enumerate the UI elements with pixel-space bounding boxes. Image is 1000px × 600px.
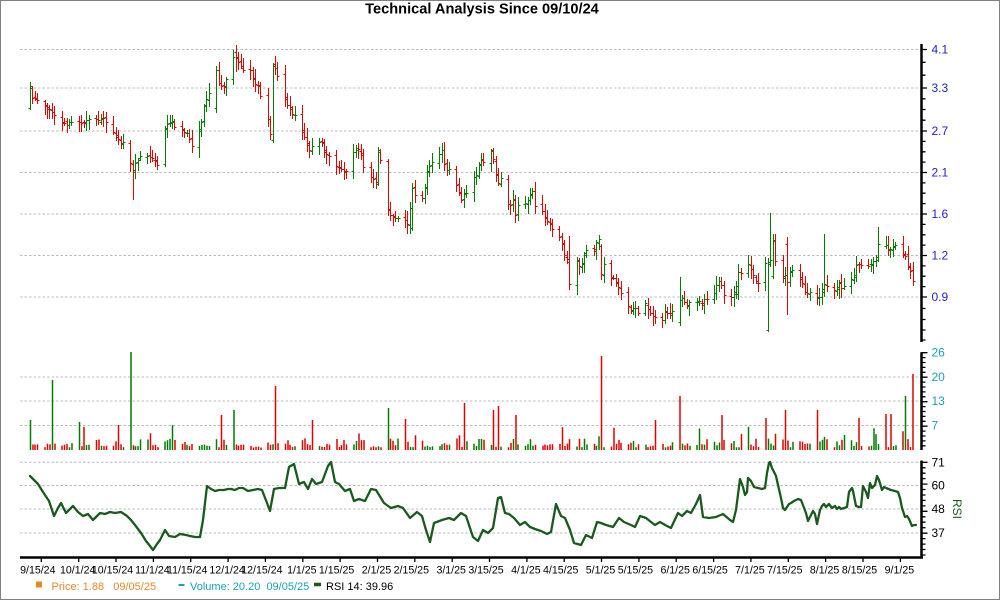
svg-text:3/1/25: 3/1/25 <box>436 565 466 577</box>
svg-text:71: 71 <box>932 455 946 469</box>
svg-text:2/1/25: 2/1/25 <box>362 565 392 577</box>
svg-text:2/15/25: 2/15/25 <box>394 565 429 577</box>
svg-text:8/15/25: 8/15/25 <box>842 565 877 577</box>
svg-text:2.7: 2.7 <box>932 124 949 138</box>
svg-text:1.2: 1.2 <box>932 249 949 263</box>
svg-text:1.6: 1.6 <box>932 207 949 221</box>
svg-text:20: 20 <box>932 370 946 384</box>
svg-text:10/15/24: 10/15/24 <box>92 565 133 577</box>
svg-text:9/1/25: 9/1/25 <box>885 565 915 577</box>
svg-text:12/15/24: 12/15/24 <box>241 565 282 577</box>
svg-text:60: 60 <box>932 479 946 493</box>
svg-text:Technical Analysis Since 09/10: Technical Analysis Since 09/10/24 <box>365 1 600 17</box>
svg-text:Price: 1.88 09/05/25: Price: 1.88 09/05/25 <box>52 581 157 593</box>
svg-text:13: 13 <box>932 394 946 408</box>
svg-text:0.9: 0.9 <box>932 290 949 304</box>
svg-text:10/1/24: 10/1/24 <box>60 565 95 577</box>
svg-text:5/1/25: 5/1/25 <box>586 565 616 577</box>
svg-text:7: 7 <box>932 419 939 433</box>
svg-text:6/15/25: 6/15/25 <box>692 565 727 577</box>
svg-text:Volume: 20.20 09/05/25: Volume: 20.20 09/05/25 <box>190 581 309 593</box>
svg-text:48: 48 <box>932 502 946 516</box>
svg-text:9/15/24: 9/15/24 <box>20 565 55 577</box>
svg-text:6/1/25: 6/1/25 <box>660 565 690 577</box>
svg-text:7/15/25: 7/15/25 <box>767 565 802 577</box>
svg-text:RSI: RSI <box>950 499 964 519</box>
svg-text:26: 26 <box>932 346 946 360</box>
svg-text:4.1: 4.1 <box>932 43 949 57</box>
svg-text:5/15/25: 5/15/25 <box>618 565 653 577</box>
svg-text:2.1: 2.1 <box>932 166 949 180</box>
svg-text:37: 37 <box>932 526 946 540</box>
svg-text:11/15/24: 11/15/24 <box>167 565 208 577</box>
svg-text:RSI 14: 39.96: RSI 14: 39.96 <box>326 581 393 593</box>
svg-text:12/1/24: 12/1/24 <box>209 565 244 577</box>
svg-text:1/1/25: 1/1/25 <box>287 565 317 577</box>
svg-text:8/1/25: 8/1/25 <box>810 565 840 577</box>
svg-text:4/15/25: 4/15/25 <box>543 565 578 577</box>
svg-text:4/1/25: 4/1/25 <box>511 565 541 577</box>
svg-text:11/1/24: 11/1/24 <box>135 565 170 577</box>
svg-text:1/15/25: 1/15/25 <box>319 565 354 577</box>
svg-text:3/15/25: 3/15/25 <box>468 565 503 577</box>
svg-text:3.3: 3.3 <box>932 81 949 95</box>
svg-text:7/1/25: 7/1/25 <box>735 565 765 577</box>
